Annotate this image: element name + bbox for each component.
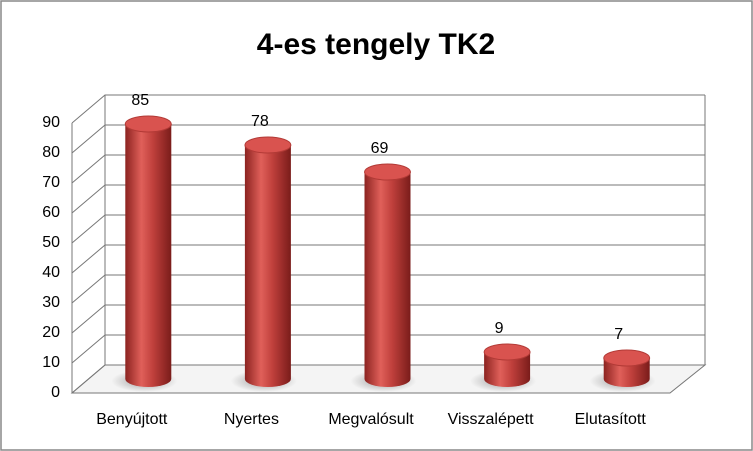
y-tick-label: 20	[42, 324, 60, 341]
y-tick-label: 40	[42, 264, 60, 281]
data-label: 85	[131, 92, 149, 109]
bar	[470, 343, 537, 392]
data-label: 9	[495, 320, 504, 337]
x-tick-label: Nyertes	[224, 411, 279, 428]
grid-line	[71, 214, 705, 244]
data-label: 69	[371, 140, 389, 157]
bar-top	[603, 349, 651, 367]
grid-line	[71, 184, 705, 214]
grid-line	[71, 154, 705, 184]
bar-body	[364, 172, 411, 387]
y-tick-label: 70	[42, 174, 60, 191]
bar	[350, 163, 417, 392]
plot: 0 10 20 30 40 50 60 70 80 90 Benyújtott 85 Nyertes 78…	[42, 92, 705, 428]
chart-title: 4-es tengely TK2	[257, 28, 495, 61]
grid-line	[71, 94, 705, 124]
y-tick-label: 50	[42, 234, 60, 251]
x-tick-label: Megvalósult	[328, 411, 414, 428]
x-tick-label: Benyújtott	[96, 411, 168, 428]
bar-body	[244, 145, 291, 387]
bar	[230, 136, 297, 392]
data-label: 78	[251, 113, 269, 130]
bar-top	[364, 163, 411, 181]
bar-body	[125, 124, 172, 387]
bar	[589, 349, 656, 392]
y-tick-label: 30	[42, 294, 60, 311]
x-tick-label: Elutasított	[575, 411, 647, 428]
grid-line	[71, 124, 705, 154]
x-tick-label: Visszalépett	[448, 411, 535, 428]
bar-top	[483, 343, 531, 361]
y-tick-label: 10	[42, 354, 60, 371]
y-tick-label: 80	[42, 144, 60, 161]
y-tick-label: 0	[51, 384, 60, 401]
grid-line	[71, 334, 705, 364]
grid-line	[71, 304, 705, 334]
grid-line	[71, 244, 705, 274]
bar-body	[484, 352, 531, 387]
bar-top	[244, 136, 292, 154]
bar	[111, 115, 178, 392]
y-tick-label: 60	[42, 204, 60, 221]
bar-top	[124, 115, 172, 133]
grid-line	[71, 274, 705, 304]
data-label: 7	[614, 326, 623, 343]
y-tick-label: 90	[42, 114, 60, 131]
